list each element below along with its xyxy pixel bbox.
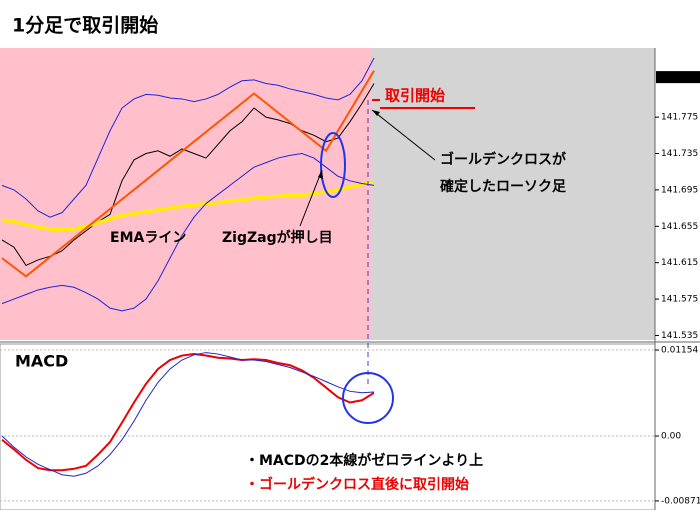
- series-line: [1, 153, 375, 312]
- y-tick-label: 141.575: [661, 295, 698, 305]
- cross-circle: [342, 372, 394, 424]
- zigzag-note: ZigZagが押し目: [222, 229, 333, 246]
- series-line: [1, 83, 375, 267]
- golden-cross-note: 確定したローソク足: [440, 178, 567, 195]
- header-bar: [0, 0, 700, 46]
- y-tick-label: -0.00871: [661, 496, 700, 506]
- pullback-circle: [320, 132, 346, 198]
- note: ・MACDの2本線がゼロラインより上: [245, 452, 483, 469]
- series-line: [1, 57, 375, 218]
- note: ・ゴールデンクロス直後に取引開始: [245, 476, 469, 493]
- y-tick-label: 141.535: [661, 331, 698, 341]
- y-tick-label: 141.695: [661, 185, 698, 195]
- entry-label: 取引開始: [385, 87, 445, 105]
- arrow: [371, 109, 436, 161]
- macd-panel: [0, 343, 656, 511]
- golden-cross-note: ゴールデンクロスが: [440, 151, 567, 168]
- last-price-box: [656, 71, 700, 84]
- last-price-label: 141.819: [661, 73, 698, 83]
- macd-title: MACD: [15, 352, 68, 371]
- plot: 141.775 141.735 141.695 141.655 141.615 141.5…: [0, 57, 700, 506]
- arrow-head: [318, 170, 323, 179]
- arrow: [299, 169, 323, 227]
- series-line: [1, 353, 375, 472]
- ema-note: EMAライン: [110, 230, 186, 246]
- arrow-head: [372, 110, 380, 116]
- header-title: 1分足で取引開始: [12, 14, 158, 37]
- y-tick-label: 141.655: [661, 222, 698, 232]
- series-line: [1, 352, 375, 477]
- y-tick-label: 0.00: [661, 432, 681, 442]
- series-line: [1, 70, 375, 278]
- y-tick-label: 141.615: [661, 258, 698, 268]
- y-tick-label: 0.01154: [661, 346, 698, 356]
- series-line: [1, 180, 375, 232]
- y-tick-label: 141.775: [661, 113, 698, 123]
- y-tick-label: 141.735: [661, 149, 698, 159]
